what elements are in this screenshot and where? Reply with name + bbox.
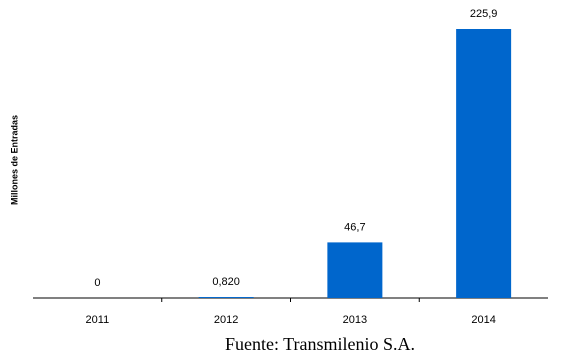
value-label: 46,7 xyxy=(344,221,365,233)
x-tick-label: 2013 xyxy=(343,314,367,326)
value-label: 225,9 xyxy=(470,8,498,20)
value-label: 0,820 xyxy=(212,276,240,288)
source-note: Fuente: Transmilenio S.A. xyxy=(225,334,415,354)
x-tick-label: 2012 xyxy=(214,314,238,326)
value-label: 0 xyxy=(94,277,100,289)
bar xyxy=(198,297,254,298)
x-tick-label: 2014 xyxy=(471,314,495,326)
y-axis-label: Millones de Entradas xyxy=(9,115,19,205)
x-tick-label: 2011 xyxy=(86,314,110,326)
bar xyxy=(456,29,512,298)
bar xyxy=(327,242,383,298)
